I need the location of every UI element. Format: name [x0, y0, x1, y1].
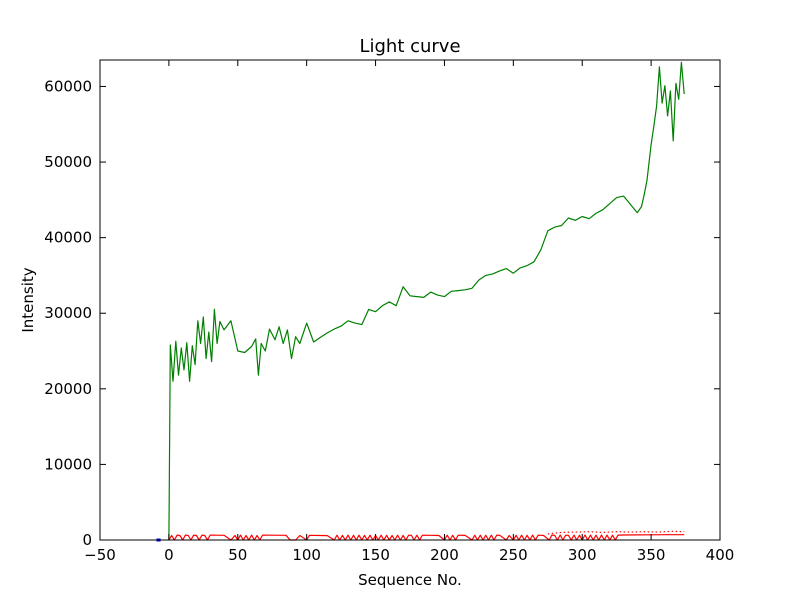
x-tick-label: 50: [228, 546, 247, 564]
y-tick-label: 40000: [44, 229, 92, 247]
x-tick-label: 0: [164, 546, 174, 564]
series-line-2: [168, 534, 685, 541]
y-tick-label: 50000: [44, 153, 92, 171]
x-tick-label: 300: [568, 546, 597, 564]
ticks-layer: −50 0 50 100 150 200 250 300 350 4000100002000030…: [44, 60, 734, 564]
y-tick-label: 10000: [44, 455, 92, 473]
x-tick-label: 200: [430, 546, 459, 564]
y-tick-label: 20000: [44, 380, 92, 398]
y-tick-label: 30000: [44, 304, 92, 322]
x-tick-label: 350: [637, 546, 666, 564]
x-tick-label: 400: [706, 546, 735, 564]
plot-frame: [99, 59, 721, 541]
y-tick-label: 0: [82, 531, 92, 549]
x-tick-label: −50: [84, 546, 116, 564]
x-tick-label: 100: [292, 546, 321, 564]
x-tick-label: 250: [499, 546, 528, 564]
y-axis-label: Intensity: [19, 267, 37, 332]
x-axis-label: Sequence No.: [358, 571, 462, 589]
chart-title: Light curve: [359, 36, 460, 57]
series-line-3: [547, 530, 685, 535]
y-tick-label: 60000: [44, 77, 92, 95]
x-tick-label: 150: [361, 546, 390, 564]
series-line-1: [168, 61, 685, 541]
